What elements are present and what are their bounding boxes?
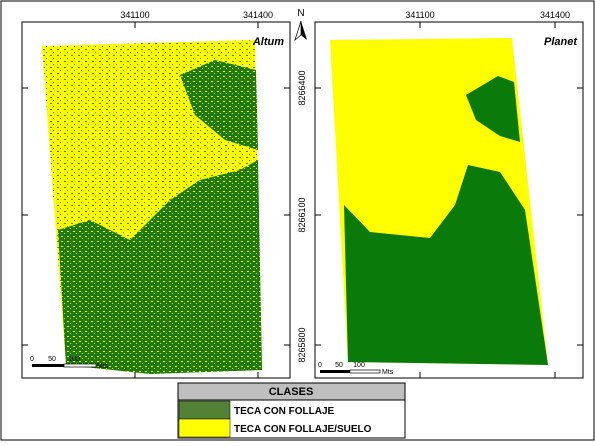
legend-label: TECA CON FOLLAJE	[234, 406, 335, 417]
legend-label: TECA CON FOLLAJE/SUELO	[234, 424, 372, 435]
north-label: N	[297, 8, 304, 19]
x-label: 341400	[540, 10, 570, 20]
scale-label: 0	[318, 362, 322, 369]
scale-label: 100	[68, 356, 80, 363]
y-label: 8265800	[297, 327, 307, 362]
legend-swatch	[179, 401, 230, 419]
x-label: 341100	[120, 10, 149, 20]
legend-title: CLASES	[269, 386, 314, 398]
panel-title: Altum	[252, 36, 284, 48]
scale-unit: Mts	[97, 363, 109, 370]
north-arrow	[295, 21, 301, 40]
x-label: 341100	[405, 10, 434, 20]
scale-label: 100	[353, 362, 365, 369]
y-label: 8266400	[297, 70, 307, 105]
legend: CLASES TECA CON FOLLAJE TECA CON FOLLAJE…	[178, 383, 405, 438]
panel-title: Planet	[544, 36, 578, 48]
x-label: 341400	[243, 10, 273, 20]
scale-label: 0	[30, 356, 34, 363]
north-arrow	[301, 21, 307, 40]
scale-label: 50	[48, 356, 56, 363]
y-label: 8266100	[297, 197, 307, 232]
legend-swatch	[179, 419, 230, 437]
scale-unit: Mts	[382, 369, 394, 376]
scale-label: 50	[335, 362, 343, 369]
figure: 341100 341400 Altum 0 50 100 Mts 341100 …	[0, 0, 595, 441]
